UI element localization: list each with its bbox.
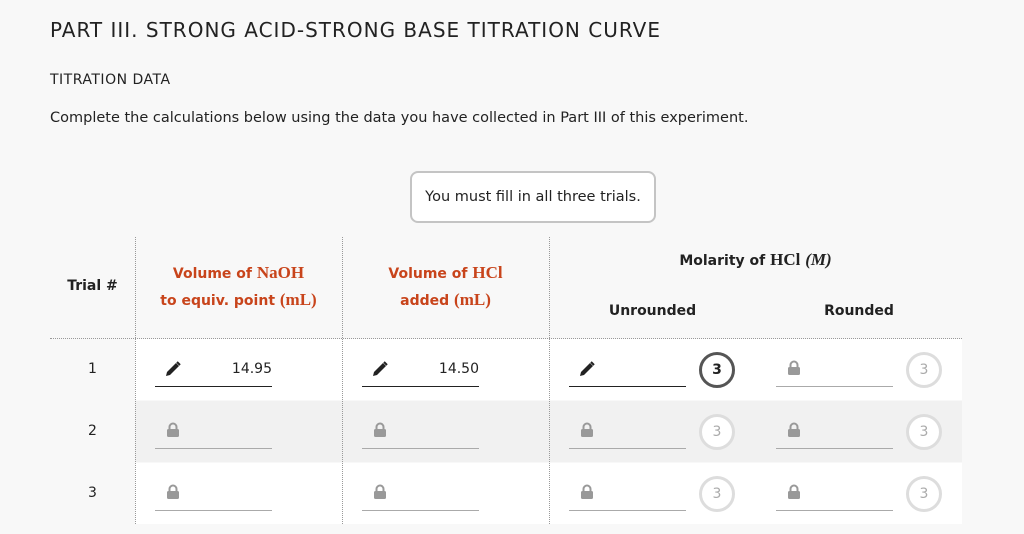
input-field[interactable] [569, 348, 686, 386]
header-math: HCl [472, 263, 503, 282]
input-underline [155, 448, 272, 449]
input-underline [569, 386, 686, 387]
input-underline [776, 510, 893, 511]
lock-icon [580, 484, 594, 504]
lock-icon [373, 422, 387, 442]
header-math: HCl [770, 250, 801, 269]
lock-icon [787, 484, 801, 504]
column-divider [135, 237, 136, 524]
input-underline [155, 386, 272, 387]
header-unit: (M) [805, 250, 832, 269]
attempts-badge: 3 [906, 476, 942, 512]
attempts-badge: 3 [906, 352, 942, 388]
header-text: to equiv. point [160, 293, 276, 309]
attempts-badge: 3 [699, 476, 735, 512]
header-text: Volume of [388, 266, 468, 282]
attempts-badge: 3 [699, 352, 735, 388]
trial-number: 3 [88, 485, 97, 501]
pencil-icon [164, 360, 182, 382]
header-math: (mL) [454, 290, 491, 309]
header-naoh: Volume of NaOH to equiv. point (mL) [135, 260, 342, 314]
trial-number: 2 [88, 423, 97, 439]
input-underline [362, 510, 479, 511]
attempts-badge: 3 [906, 414, 942, 450]
instructions: Complete the calculations below using th… [50, 110, 749, 126]
column-divider [342, 237, 343, 524]
header-rounded: Rounded [824, 303, 894, 319]
title: PART III. STRONG ACID-STRONG BASE TITRAT… [50, 18, 661, 42]
notice: You must fill in all three trials. [410, 171, 656, 223]
input-value: 14.95 [231, 361, 272, 377]
trial-number: 1 [88, 361, 97, 377]
header-unrounded: Unrounded [608, 303, 697, 319]
input-value: 14.50 [438, 361, 479, 377]
header-text: Molarity of [679, 253, 766, 269]
header-divider [50, 338, 962, 339]
input-underline [776, 448, 893, 449]
row-background [135, 401, 962, 462]
section-title: TITRATION DATA [50, 72, 171, 88]
header-math: (mL) [279, 290, 317, 309]
lock-icon [787, 360, 801, 380]
pencil-icon [578, 360, 596, 382]
input-underline [569, 448, 686, 449]
lock-icon [373, 484, 387, 504]
header-molarity: Molarity of HCl (M) [549, 250, 962, 270]
pencil-icon [371, 360, 389, 382]
header-text: added [400, 293, 450, 309]
input-underline [569, 510, 686, 511]
header-text: Volume of [172, 266, 252, 282]
header-math: NaOH [256, 263, 305, 282]
attempts-badge: 3 [699, 414, 735, 450]
lock-icon [166, 422, 180, 442]
input-underline [155, 510, 272, 511]
column-divider [549, 237, 550, 524]
input-underline [362, 448, 479, 449]
row-background [135, 463, 962, 524]
lock-icon [580, 422, 594, 442]
header-hcl: Volume of HCl added (mL) [342, 260, 549, 314]
input-underline [776, 386, 893, 387]
lock-icon [166, 484, 180, 504]
input-underline [362, 386, 479, 387]
header-trial: Trial # [67, 278, 118, 294]
lock-icon [787, 422, 801, 442]
row-background [135, 339, 962, 400]
